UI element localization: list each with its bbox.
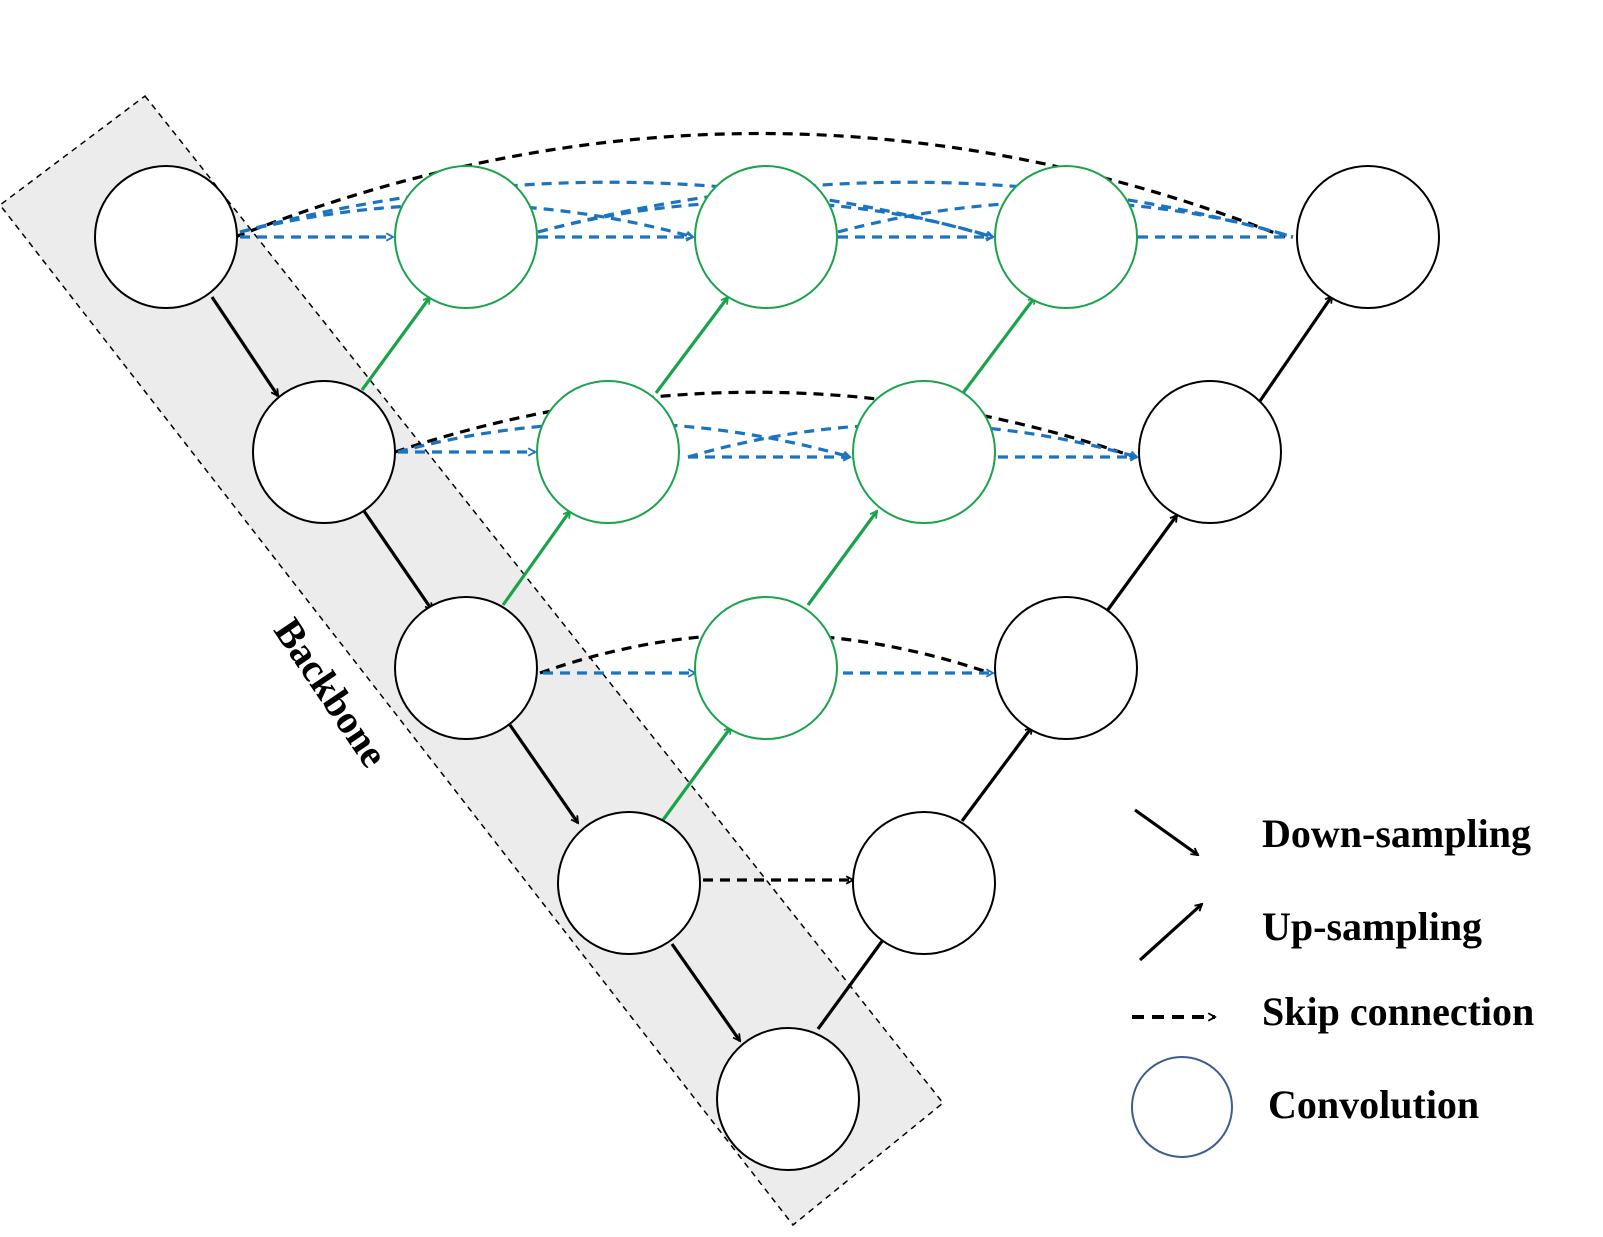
node-x22 [994,596,1138,740]
node-x10 [252,380,396,524]
green-up-arrow-0 [360,297,432,391]
node-x31 [852,811,996,955]
node-x00 [94,165,238,309]
skip-r0-arc-3 [537,200,993,237]
green-up-arrow-1 [654,297,730,394]
skip-arc-row1-long [394,390,1136,459]
down-arrow-0 [210,296,280,396]
node-x01 [394,165,538,309]
legend-convolution: Convolution [1131,1056,1479,1158]
skip-r0-arc-2 [239,180,993,237]
legend-up-sampling: Up-sampling [1138,904,1482,962]
node-x02 [694,165,838,309]
node-x12 [852,380,996,524]
node-x13 [1138,380,1282,524]
legend-skip-connection: Skip connection [1132,989,1534,1034]
up-arrow-3 [1258,296,1334,402]
arrow-up-right-icon [1138,904,1202,962]
legend-skip-connection-label: Skip connection [1262,989,1534,1034]
node-x40 [716,1027,860,1171]
green-up-arrow-4 [806,511,879,606]
nodes [94,165,1440,1171]
skip-r0-arc-4 [537,180,1294,239]
nested-up-sampling-arrows [360,297,1037,821]
decoder-up-sampling-arrows [816,296,1334,1030]
node-x20 [394,596,538,740]
node-x21 [694,596,838,740]
legend: Down-sampling Up-sampling Skip connectio… [1131,808,1534,1158]
node-x03 [994,165,1138,309]
up-arrow-0 [816,933,890,1030]
legend-convolution-label: Convolution [1268,1082,1479,1127]
green-up-arrow-5 [661,727,733,821]
circle-icon [1131,1056,1233,1158]
up-arrow-1 [960,727,1034,822]
green-up-arrow-2 [961,297,1037,394]
node-x11 [536,380,680,524]
legend-up-sampling-label: Up-sampling [1262,904,1482,949]
up-arrow-2 [1105,515,1179,612]
legend-down-sampling: Down-sampling [1134,808,1531,857]
skip-arc-row0-long [234,131,1286,239]
down-sampling-arrows [210,296,742,1041]
node-x04 [1296,165,1440,309]
down-arrow-2 [508,724,580,823]
green-up-arrow-3 [501,511,572,606]
arrow-down-right-icon [1134,808,1198,857]
down-arrow-1 [362,510,434,610]
legend-down-sampling-label: Down-sampling [1262,811,1531,856]
node-x30 [557,811,701,955]
down-arrow-3 [670,943,742,1041]
skip-r0-arc-5 [837,200,1294,239]
